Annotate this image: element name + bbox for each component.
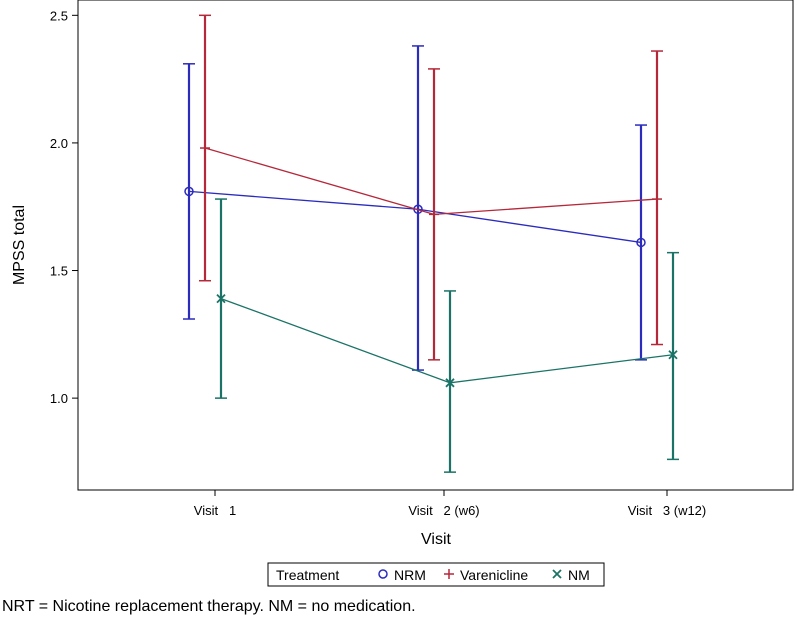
- marker-x-b: [552, 569, 562, 579]
- legend-label-nm: NM: [568, 567, 590, 583]
- data-point-varenicline: [200, 143, 210, 154]
- marker-x-b: [445, 378, 455, 388]
- legend-label-varenicline: Varenicline: [460, 567, 528, 583]
- x-tick-label: Visit 1: [194, 503, 236, 518]
- marker-circle: [636, 237, 646, 248]
- series-line-nrm: [188, 190, 642, 244]
- legend-frame: [267, 562, 605, 587]
- footnote: NRT = Nicotine replacement therapy. NM =…: [2, 598, 416, 615]
- y-tick-label: 2.5: [50, 8, 68, 23]
- series-varenicline: [199, 14, 663, 361]
- marker-circle: [378, 569, 388, 579]
- data-point-nm: [216, 293, 226, 304]
- x-axis: Visit 1 Visit 2 (w6) Visit 3 (w12): [194, 490, 706, 518]
- y-tick-label: 1.5: [50, 264, 68, 279]
- legend-title: Treatment: [276, 567, 339, 583]
- data-point-nrm: [413, 204, 423, 215]
- error-bar-nrm: [183, 63, 195, 320]
- error-bar-nm: [444, 290, 456, 473]
- series-nrm: [183, 45, 647, 371]
- series-nm: [215, 198, 679, 473]
- y-axis: 1.0 1.5 2.0 2.5: [50, 8, 78, 406]
- data-point-nrm: [184, 186, 194, 197]
- x-axis-title: Visit: [421, 531, 451, 548]
- data-point-nm: [668, 350, 678, 360]
- marker-circle: [413, 204, 423, 215]
- legend-label-nrm: NRM: [394, 567, 426, 583]
- marker-circle: [184, 186, 194, 197]
- data-point-nrm: [636, 237, 646, 248]
- legend-item-nm: NM: [552, 567, 590, 583]
- error-bar-nm: [667, 251, 679, 461]
- y-tick-label: 1.0: [50, 391, 68, 406]
- legend-item-varenicline: Varenicline: [444, 567, 528, 583]
- data-point-varenicline: [429, 209, 439, 220]
- marker-x-b: [668, 350, 678, 360]
- y-tick-label: 2.0: [50, 136, 68, 151]
- series-line-varenicline: [204, 147, 658, 216]
- x-tick-label: Visit 3 (w12): [628, 503, 707, 518]
- data-point-varenicline: [652, 194, 662, 205]
- legend-item-nrm: NRM: [378, 567, 426, 583]
- series-line-nm: [220, 297, 674, 384]
- y-axis-title: MPSS total: [11, 205, 28, 285]
- legend-marker-nm: [552, 569, 562, 579]
- legend-marker-varenicline: [444, 569, 454, 579]
- legend-marker-nrm: [378, 569, 388, 579]
- legend: Treatment NRM Varenicline NM: [267, 562, 605, 587]
- marker-x-b: [216, 293, 226, 304]
- series-layer: [183, 14, 679, 473]
- data-point-nm: [445, 378, 455, 388]
- x-tick-label: Visit 2 (w6): [408, 503, 479, 518]
- plot-frame: [77, 0, 794, 491]
